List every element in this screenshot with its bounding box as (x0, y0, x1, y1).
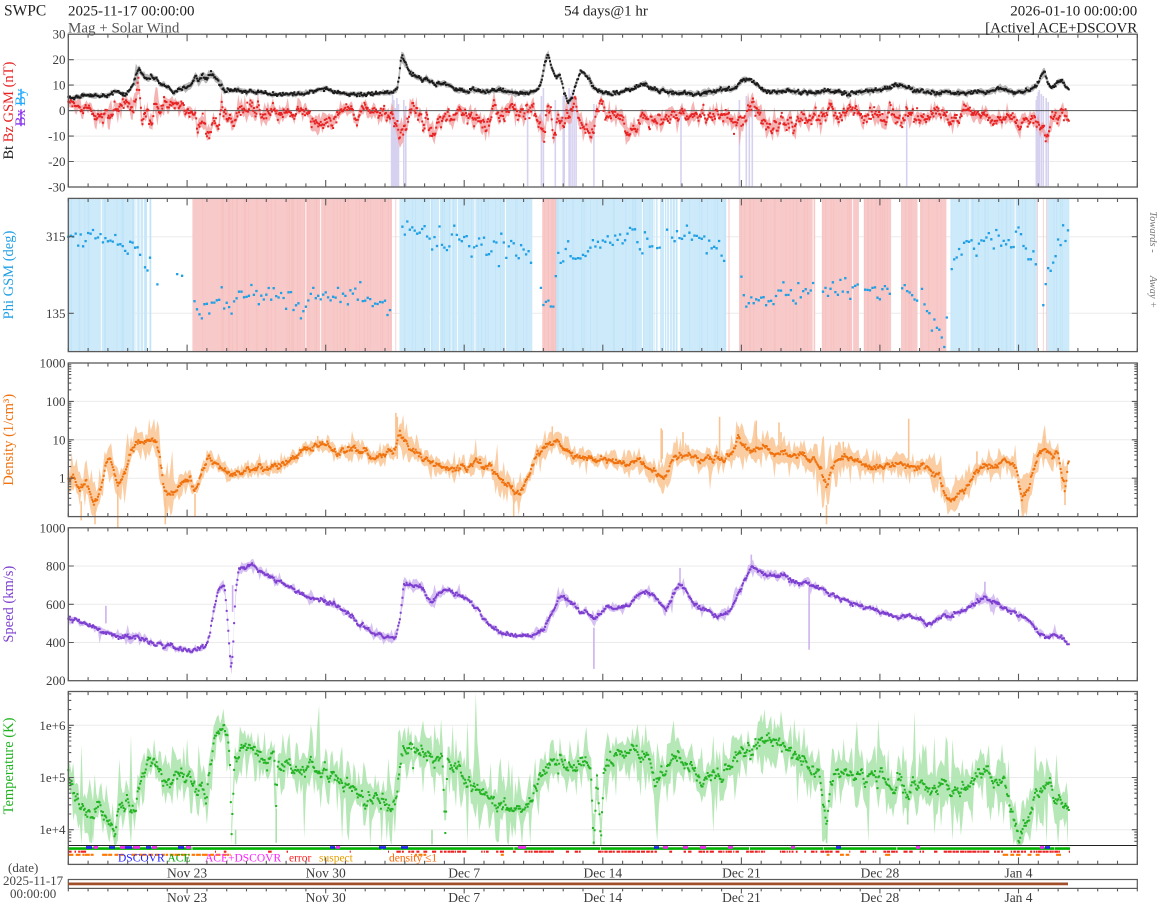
svg-text:-20: -20 (48, 154, 65, 169)
svg-text:Mag + Solar Wind: Mag + Solar Wind (68, 21, 180, 37)
svg-text:density ≤1: density ≤1 (389, 853, 437, 865)
svg-text:800: 800 (46, 559, 66, 574)
svg-text:Dec 7: Dec 7 (448, 890, 480, 905)
svg-text:Bt Bz GSM (nT): Bt Bz GSM (nT) (1, 61, 17, 159)
svg-text:(date): (date) (8, 860, 38, 875)
svg-text:Away +: Away + (1147, 275, 1158, 308)
svg-text:Nov 30: Nov 30 (306, 890, 346, 905)
svg-text:Dec 7: Dec 7 (448, 866, 480, 881)
svg-text:Dec 28: Dec 28 (861, 866, 900, 881)
svg-text:1000: 1000 (40, 356, 66, 371)
svg-text:[Active] ACE+DSCOVR: [Active] ACE+DSCOVR (985, 21, 1137, 37)
svg-text:54 days@1 hr: 54 days@1 hr (564, 4, 648, 20)
svg-text:Dec 28: Dec 28 (861, 890, 900, 905)
svg-text:0: 0 (59, 103, 66, 118)
svg-text:315: 315 (46, 229, 66, 244)
svg-text:600: 600 (46, 597, 66, 612)
svg-text:2025-11-17 00:00:00: 2025-11-17 00:00:00 (68, 4, 195, 20)
svg-text:ACE: ACE (168, 853, 191, 865)
svg-text:Dec 14: Dec 14 (583, 866, 622, 881)
svg-text:Bx By: Bx By (13, 88, 29, 126)
svg-text:1: 1 (59, 471, 66, 486)
svg-text:-10: -10 (48, 129, 65, 144)
svg-text:200: 200 (46, 673, 66, 688)
svg-text:Dec 21: Dec 21 (722, 866, 761, 881)
svg-text:1000: 1000 (40, 520, 66, 535)
svg-text:400: 400 (46, 635, 66, 650)
svg-text:Dec 14: Dec 14 (583, 890, 622, 905)
svg-text:Jan 4: Jan 4 (1004, 890, 1032, 905)
svg-text:Nov 23: Nov 23 (167, 890, 207, 905)
svg-text:-30: -30 (48, 180, 65, 195)
svg-text:SWPC: SWPC (4, 3, 46, 20)
svg-text:10: 10 (53, 78, 66, 93)
svg-text:00:00:00: 00:00:00 (10, 886, 56, 901)
svg-text:Speed (km/s): Speed (km/s) (1, 566, 17, 643)
svg-text:1e+6: 1e+6 (39, 718, 66, 733)
svg-text:20: 20 (53, 52, 66, 67)
svg-text:suspect: suspect (319, 853, 354, 865)
svg-text:ACE+DSCOVR: ACE+DSCOVR (205, 853, 281, 865)
svg-text:2026-01-10 00:00:00: 2026-01-10 00:00:00 (1010, 4, 1137, 20)
svg-text:Nov 23: Nov 23 (167, 866, 207, 881)
svg-text:DSCOVR: DSCOVR (118, 853, 165, 865)
svg-text:Density (1/cm³): Density (1/cm³) (1, 394, 17, 486)
svg-text:Phi GSM (deg): Phi GSM (deg) (1, 231, 17, 320)
svg-text:Jan 4: Jan 4 (1004, 866, 1032, 881)
svg-text:10: 10 (53, 432, 66, 447)
svg-text:30: 30 (53, 27, 66, 42)
svg-text:1e+4: 1e+4 (39, 822, 66, 837)
svg-text:Temperature (K): Temperature (K) (1, 717, 17, 814)
svg-text:error: error (289, 853, 312, 865)
svg-text:Nov 30: Nov 30 (306, 866, 346, 881)
svg-text:Dec 21: Dec 21 (722, 890, 761, 905)
svg-text:2025-11-17: 2025-11-17 (3, 873, 64, 888)
svg-text:Towards -: Towards - (1147, 211, 1158, 253)
svg-text:135: 135 (46, 306, 66, 321)
svg-text:100: 100 (46, 394, 66, 409)
svg-text:1e+5: 1e+5 (39, 770, 65, 785)
